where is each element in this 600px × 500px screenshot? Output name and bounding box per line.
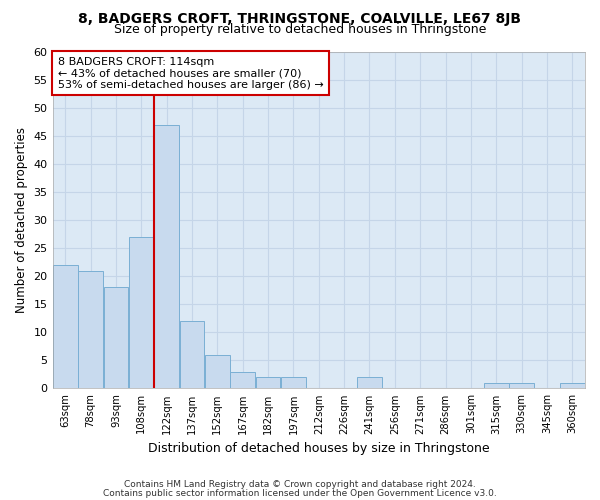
Y-axis label: Number of detached properties: Number of detached properties <box>15 127 28 313</box>
Text: Size of property relative to detached houses in Thringstone: Size of property relative to detached ho… <box>114 24 486 36</box>
Bar <box>509 383 534 388</box>
Bar <box>154 124 179 388</box>
Bar <box>179 321 204 388</box>
Text: 8, BADGERS CROFT, THRINGSTONE, COALVILLE, LE67 8JB: 8, BADGERS CROFT, THRINGSTONE, COALVILLE… <box>79 12 521 26</box>
Bar <box>357 377 382 388</box>
Bar <box>205 354 230 388</box>
Bar <box>281 377 306 388</box>
Text: 8 BADGERS CROFT: 114sqm
← 43% of detached houses are smaller (70)
53% of semi-de: 8 BADGERS CROFT: 114sqm ← 43% of detache… <box>58 56 323 90</box>
Bar <box>78 270 103 388</box>
Bar <box>484 383 509 388</box>
Text: Contains public sector information licensed under the Open Government Licence v3: Contains public sector information licen… <box>103 488 497 498</box>
Bar <box>129 237 154 388</box>
Bar <box>560 383 584 388</box>
Text: Contains HM Land Registry data © Crown copyright and database right 2024.: Contains HM Land Registry data © Crown c… <box>124 480 476 489</box>
Bar <box>104 288 128 388</box>
Bar <box>53 265 77 388</box>
Bar <box>256 377 280 388</box>
X-axis label: Distribution of detached houses by size in Thringstone: Distribution of detached houses by size … <box>148 442 490 455</box>
Bar <box>230 372 255 388</box>
